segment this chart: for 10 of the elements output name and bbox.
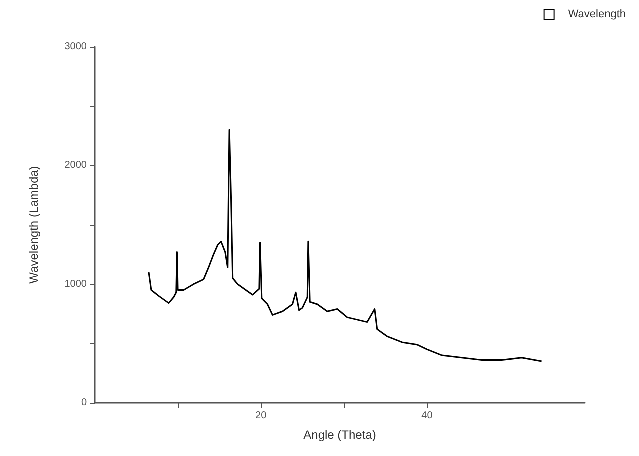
- y-tick-label: 0: [81, 398, 88, 408]
- y-tick-label: 3000: [64, 42, 88, 52]
- x-axis-title: Angle (Theta): [304, 428, 376, 442]
- y-tick-label: 2000: [64, 160, 88, 172]
- x-tick-label: 40: [422, 410, 434, 422]
- y-tick-label: 1000: [64, 278, 88, 290]
- x-tick-label: 20: [256, 410, 268, 422]
- legend-label: Wavelength: [568, 8, 626, 20]
- line-series: [148, 129, 543, 362]
- y-axis-title: Wavelength (Lambda): [27, 166, 41, 284]
